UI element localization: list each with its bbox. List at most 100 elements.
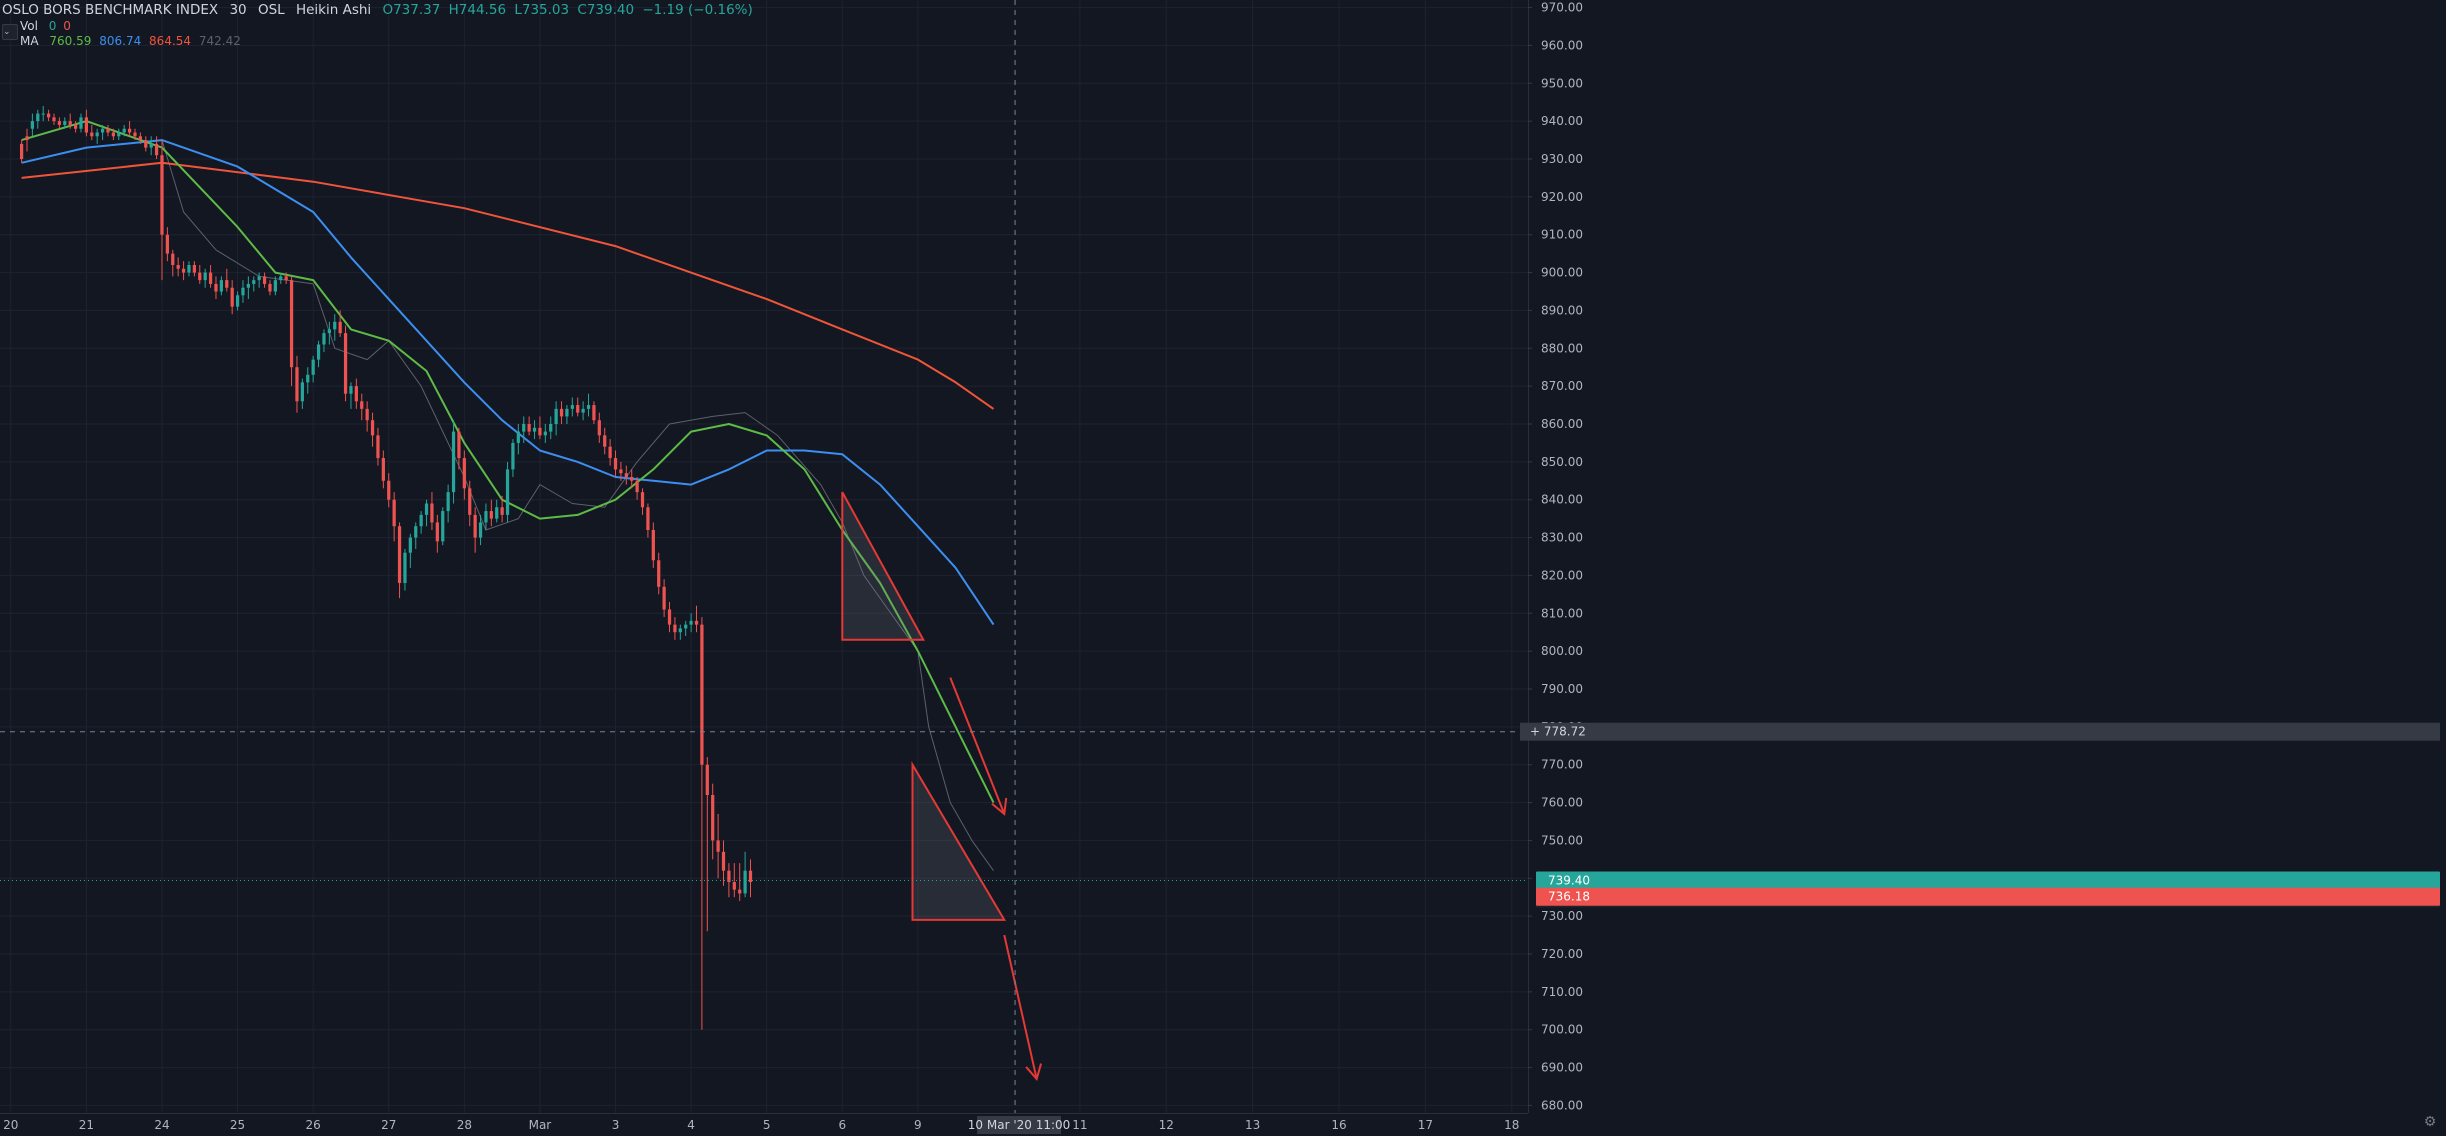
candle-body: [106, 128, 110, 133]
ohlc-close: C739.40: [577, 2, 635, 18]
ohlc-high: H744.56: [448, 2, 507, 18]
candle-body: [127, 128, 132, 133]
candle-body: [36, 113, 40, 122]
exchange: OSL: [257, 2, 285, 18]
crosshair-price-tag-bg: [1520, 722, 2440, 741]
candle-body: [500, 507, 504, 515]
time-tick-label: 20: [3, 1118, 18, 1132]
candle-body: [225, 280, 229, 288]
time-tick-label: 21: [79, 1118, 94, 1132]
candle-body: [597, 420, 601, 436]
interval[interactable]: 30: [229, 2, 247, 18]
candle-body: [581, 408, 585, 413]
price-tick-label: 830.00: [1541, 531, 1583, 545]
grid: [0, 0, 1528, 1113]
current-price-tag: 736.18: [1548, 890, 1590, 904]
candle-body: [165, 234, 169, 254]
triangle-pattern[interactable]: [911, 761, 1007, 921]
arrow-line[interactable]: [1003, 934, 1038, 1080]
ma-label[interactable]: MA: [20, 34, 39, 48]
time-tick-label: 13: [1245, 1118, 1260, 1132]
candle-body: [646, 507, 650, 530]
candle-body: [592, 405, 596, 421]
price-tick-label: 700.00: [1541, 1023, 1583, 1037]
candle-body: [300, 382, 304, 402]
candle-body: [25, 136, 29, 141]
triangle-pattern[interactable]: [841, 491, 925, 641]
time-tick-label: 25: [230, 1118, 245, 1132]
price-tick-label: 800.00: [1541, 644, 1583, 658]
candle-body: [273, 280, 277, 292]
candle-body: [705, 764, 709, 795]
candle-body: [171, 253, 175, 265]
vol-value-2: 0: [63, 19, 71, 33]
candle-body: [230, 287, 234, 307]
candle-body: [748, 870, 753, 883]
candle-body: [495, 507, 499, 519]
candle-body: [95, 132, 99, 137]
candle-body: [46, 113, 51, 118]
candle-body: [457, 431, 461, 459]
candle-body: [711, 795, 715, 841]
candle-body: [322, 333, 326, 345]
candle-body: [138, 136, 143, 141]
candle-body: [446, 492, 450, 512]
ohlc-low: L735.03: [514, 2, 570, 18]
arrow-head: [1025, 1063, 1043, 1081]
price-tick-label: 810.00: [1541, 606, 1583, 620]
price-tick-label: 850.00: [1541, 455, 1583, 469]
candle-body: [662, 586, 666, 610]
candle-body: [365, 408, 369, 421]
ma-value-2: 806.74: [99, 34, 142, 48]
candle-body: [603, 435, 607, 447]
candle-body: [532, 427, 537, 432]
time-tick-label: 5: [763, 1118, 771, 1132]
price-tick-label: 970.00: [1541, 1, 1583, 15]
collapse-legend-button[interactable]: ⌄: [2, 24, 18, 40]
candle-body: [608, 446, 612, 459]
chart-style[interactable]: Heikin Ashi: [295, 2, 372, 18]
candle-body: [30, 121, 35, 129]
price-tick-label: 710.00: [1541, 985, 1583, 999]
candle-body: [187, 265, 191, 273]
candle-body: [678, 628, 682, 633]
time-axis[interactable]: 20 21 24 25 26 27 28 Mar 3 4 5 6 9 11 12 13 16 17 18 10 Mar…: [0, 1113, 1528, 1135]
price-tick-label: 690.00: [1541, 1061, 1583, 1075]
candle-body: [484, 511, 488, 523]
drawing-tools[interactable]: [841, 491, 1043, 1081]
arrow-line[interactable]: [949, 677, 1006, 815]
candle-body: [246, 283, 250, 288]
price-tick-label: 730.00: [1541, 909, 1583, 923]
time-tick-label: 3: [612, 1118, 620, 1132]
candle-body: [73, 124, 78, 129]
candle-body: [181, 268, 186, 273]
time-tick-label: 16: [1331, 1118, 1346, 1132]
candle-body: [160, 155, 164, 235]
candle-body: [743, 870, 747, 894]
candle-body: [241, 287, 245, 296]
ma-line-green: [21, 120, 995, 804]
time-tick-label: 26: [306, 1118, 321, 1132]
candle-body: [41, 113, 45, 115]
candle-body: [57, 121, 62, 125]
ohlc-change: −1.19 (−0.16%): [642, 2, 753, 18]
candle-body: [90, 132, 94, 137]
price-axis[interactable]: 680.00690.00700.00710.00720.00730.00740.…: [1520, 0, 2446, 1136]
time-crosshair-tag-bg: [977, 1116, 1062, 1134]
vol-value-1: 0: [48, 19, 57, 33]
candles: [19, 106, 753, 1030]
price-tick-label: 930.00: [1541, 152, 1583, 166]
chevron-down-icon: ⌄: [3, 27, 11, 37]
settings-gear-icon[interactable]: ⚙: [2423, 1114, 2437, 1130]
vol-label[interactable]: Vol: [20, 19, 38, 33]
candle-body: [111, 132, 116, 137]
candle-body: [473, 514, 477, 538]
candle-body: [527, 424, 531, 432]
candle-body: [430, 503, 434, 523]
candle-body: [640, 492, 645, 508]
candle-body: [192, 265, 196, 273]
time-tick-label: 24: [154, 1118, 169, 1132]
price-tick-label: 720.00: [1541, 947, 1583, 961]
symbol-name[interactable]: OSLO BORS BENCHMARK INDEX: [2, 2, 219, 18]
